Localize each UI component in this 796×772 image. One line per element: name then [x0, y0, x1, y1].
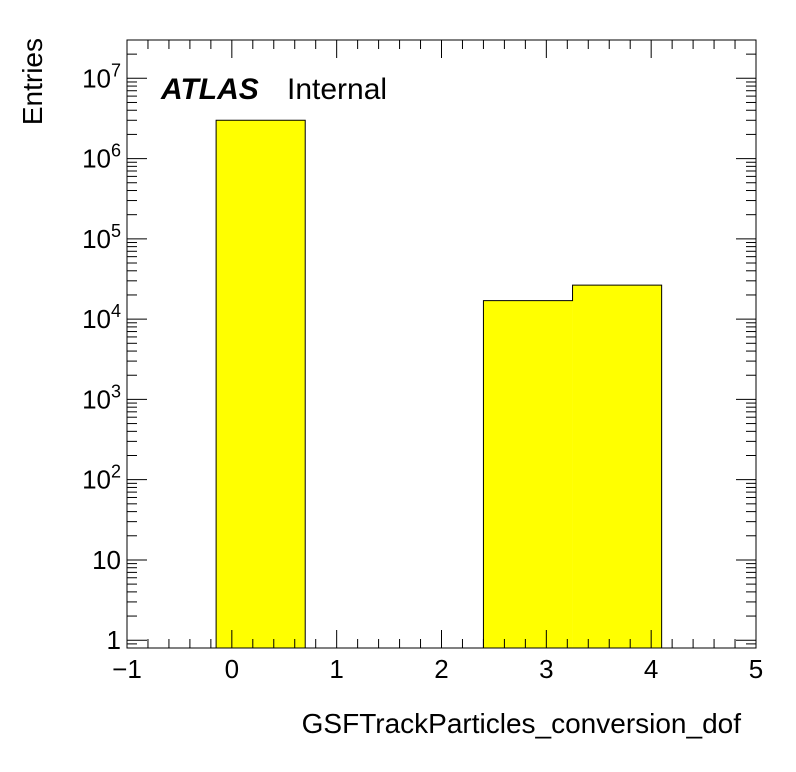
x-tick-label: 5 [749, 654, 763, 684]
histogram-bar [483, 300, 573, 648]
y-tick-label: 106 [82, 141, 121, 174]
y-tick-label: 102 [82, 462, 121, 495]
x-tick-label: 2 [434, 654, 448, 684]
status-label: Internal [287, 73, 387, 106]
histogram-outline [215, 119, 306, 648]
y-tick-label: 103 [82, 381, 121, 414]
y-tick-label: 1 [107, 625, 121, 655]
histogram-bar [216, 120, 306, 648]
x-tick-label: 4 [644, 654, 658, 684]
y-tick-label: 105 [82, 221, 121, 254]
atlas-label: ATLAS [160, 73, 259, 106]
x-tick-label: −1 [112, 654, 142, 684]
histogram-bar [572, 285, 662, 648]
axis-ticks [126, 39, 757, 649]
x-tick-label: 1 [329, 654, 343, 684]
y-tick-label: 104 [82, 301, 121, 334]
x-tick-label: 3 [539, 654, 553, 684]
y-axis-title: Entries [17, 38, 48, 125]
x-tick-label: 0 [225, 654, 239, 684]
y-tick-label: 107 [82, 60, 121, 93]
y-tick-label: 10 [92, 545, 121, 575]
histogram-bars [215, 119, 663, 648]
x-axis-title: GSFTrackParticles_conversion_dof [302, 708, 742, 739]
axis-tick-labels: −1 0 1 2 3 4 5 1 10 102 103 104 105 106 107 [82, 60, 763, 684]
histogram-outline [482, 284, 663, 648]
